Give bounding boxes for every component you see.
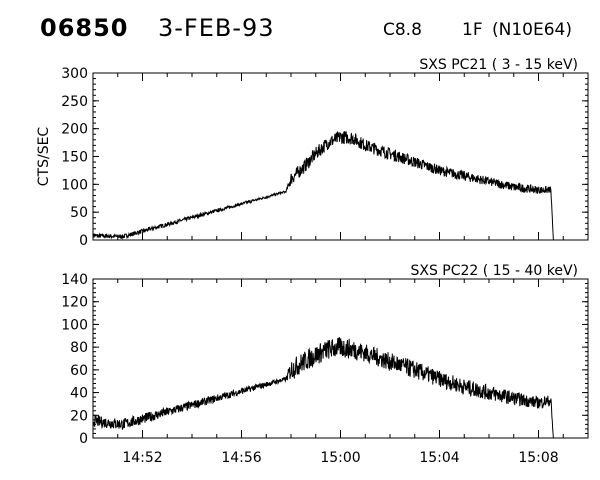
optical-class: 1F	[462, 20, 483, 40]
y-tick-label: 100	[61, 177, 88, 193]
y-tick-label: 250	[61, 94, 88, 110]
y-tick-label: 150	[61, 150, 88, 166]
y-axis-label: CTS/SEC	[36, 127, 52, 187]
x-tick-label: 15:04	[419, 450, 459, 466]
y-tick-label: 120	[61, 295, 88, 311]
event-date: 3-FEB-93	[158, 14, 275, 42]
y-tick-label: 20	[70, 408, 88, 424]
series-line	[92, 130, 554, 241]
y-tick-label: 50	[70, 205, 88, 221]
y-tick-label: 140	[61, 272, 88, 288]
y-tick-label: 100	[61, 317, 88, 333]
x-tick-label: 14:56	[221, 450, 261, 466]
y-tick-label: 0	[79, 233, 88, 249]
panel-1: 0 50 100 150 200 250 300 SXS PC21 ( 3 - 15 keV)…	[36, 57, 589, 249]
y-tick-label: 40	[70, 386, 88, 402]
panel-title: SXS PC22 ( 15 - 40 keV)	[410, 263, 578, 279]
goes-class: C8.8	[383, 20, 422, 40]
y-tick-label: 0	[79, 431, 88, 447]
plot-frame	[92, 72, 589, 241]
x-tick-label: 15:00	[320, 450, 360, 466]
y-tick-label: 80	[70, 340, 88, 356]
flare-location: (N10E64)	[492, 20, 572, 40]
y-tick-label: 60	[70, 363, 88, 379]
y-tick-label: 200	[61, 122, 88, 138]
y-tick-label: 300	[61, 66, 88, 82]
event-id: 06850	[40, 14, 129, 42]
series-line	[92, 337, 554, 439]
panel-title: SXS PC21 ( 3 - 15 keV)	[419, 57, 578, 73]
x-tick-label: 14:52	[122, 450, 162, 466]
panel-2: 0 20 40 60 80 100 120 140 14:52 14:56 15:00 15:04 15…	[61, 263, 589, 466]
plot-frame	[92, 278, 589, 439]
x-tick-label: 15:08	[518, 450, 558, 466]
